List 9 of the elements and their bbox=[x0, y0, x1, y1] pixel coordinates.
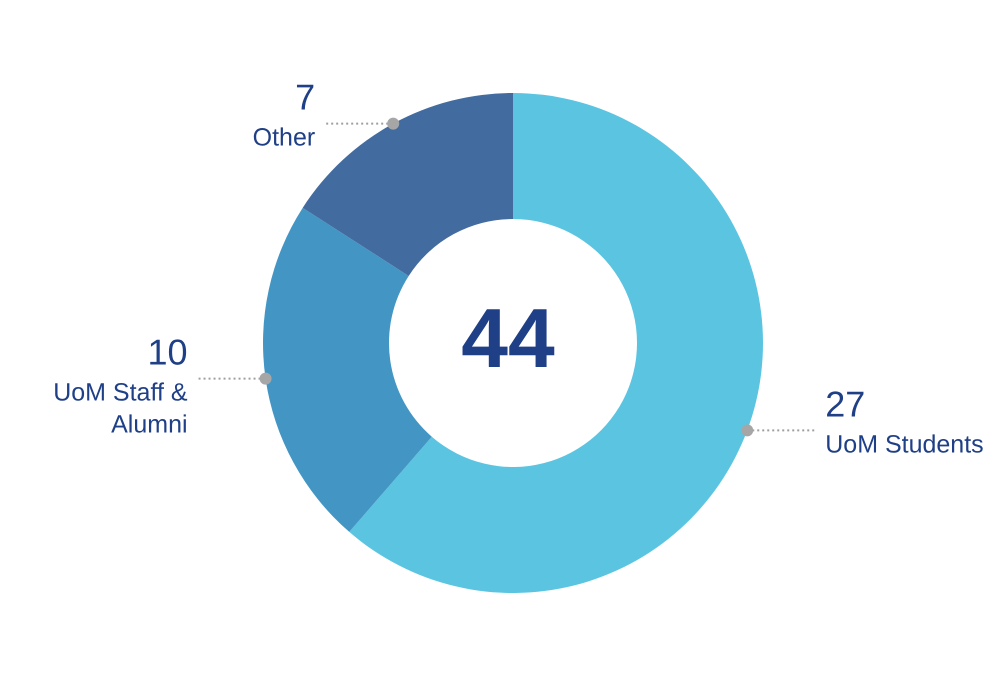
slice-label: Other bbox=[252, 124, 316, 152]
text: 44 bbox=[461, 291, 555, 385]
donut-slice bbox=[263, 208, 432, 532]
data-label: 27 bbox=[825, 383, 866, 424]
data-label: 10 bbox=[148, 332, 188, 373]
data-label: 7 bbox=[295, 76, 316, 118]
slice-label: UoM Staff & Alumni bbox=[53, 378, 188, 439]
slice-label: UoM Students bbox=[825, 430, 984, 458]
donut-slice bbox=[349, 93, 763, 593]
